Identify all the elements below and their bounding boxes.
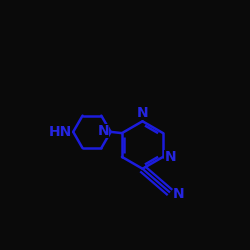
Text: N: N — [98, 124, 110, 138]
Text: N: N — [137, 106, 148, 120]
Text: HN: HN — [49, 125, 72, 139]
Text: N: N — [164, 150, 176, 164]
Text: N: N — [172, 187, 184, 201]
